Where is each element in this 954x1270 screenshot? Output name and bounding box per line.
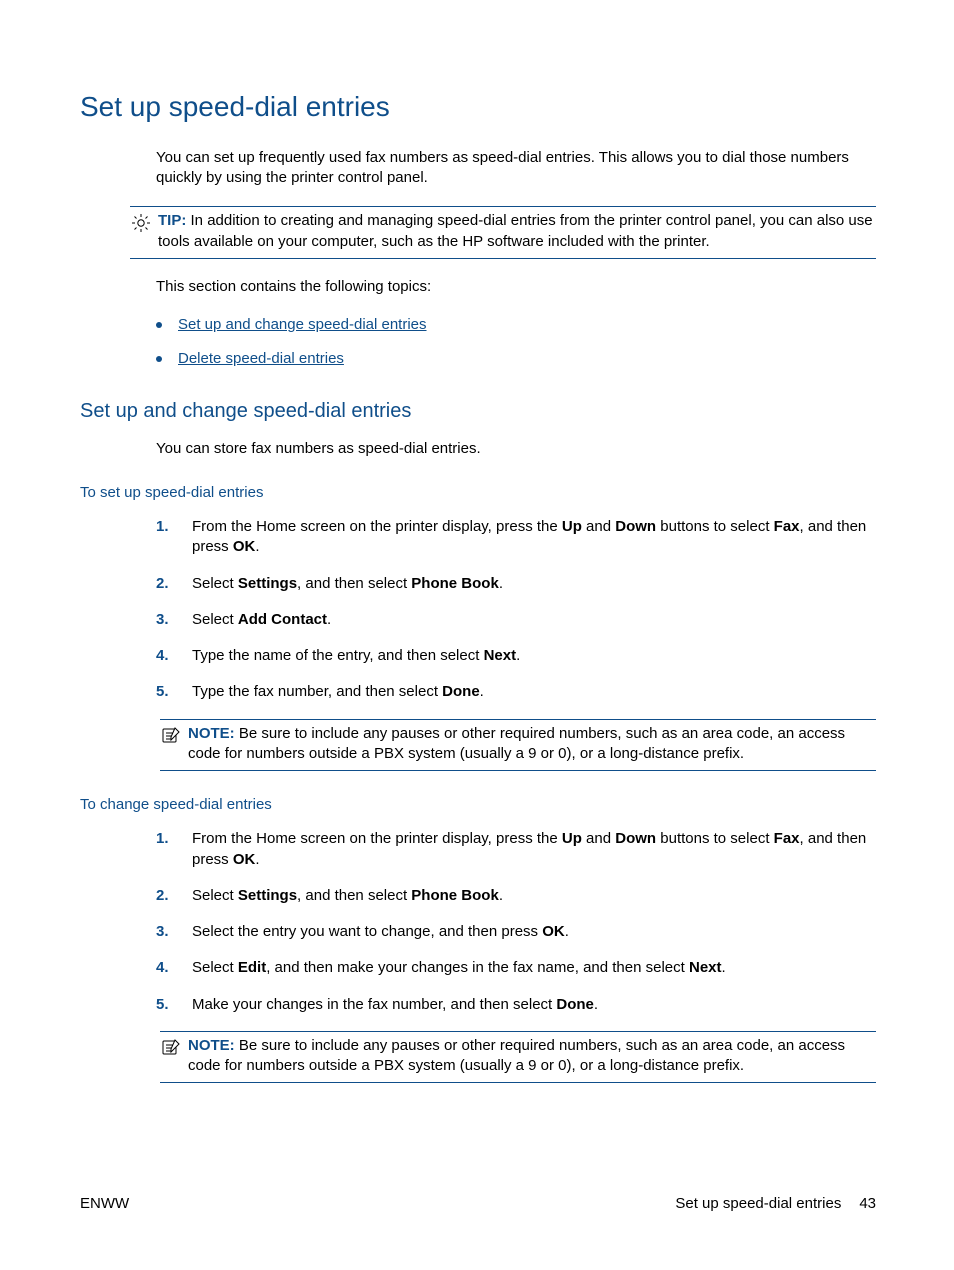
toc-item: Set up and change speed-dial entries <box>156 315 876 335</box>
footer-page-number: 43 <box>859 1194 876 1214</box>
note-callout: NOTE: Be sure to include any pauses or o… <box>160 1031 876 1084</box>
section-intro: You can store fax numbers as speed-dial … <box>156 439 876 459</box>
tip-text: In addition to creating and managing spe… <box>158 212 873 249</box>
step: Select Add Contact. <box>156 610 876 630</box>
note-body: NOTE: Be sure to include any pauses or o… <box>188 1036 876 1077</box>
page-footer: ENWW Set up speed-dial entries 43 <box>80 1194 876 1214</box>
step: Select Settings, and then select Phone B… <box>156 886 876 906</box>
steps-setup: From the Home screen on the printer disp… <box>156 517 876 703</box>
step: Select Settings, and then select Phone B… <box>156 574 876 594</box>
note-text: Be sure to include any pauses or other r… <box>188 725 845 762</box>
note-icon <box>160 724 182 744</box>
note-body: NOTE: Be sure to include any pauses or o… <box>188 724 876 765</box>
bullet-icon <box>156 322 162 328</box>
note-text: Be sure to include any pauses or other r… <box>188 1037 845 1074</box>
tip-callout: TIP: In addition to creating and managin… <box>130 206 876 259</box>
toc-link-delete[interactable]: Delete speed-dial entries <box>178 349 344 369</box>
tip-icon <box>130 211 152 233</box>
step: From the Home screen on the printer disp… <box>156 517 876 558</box>
step: Select the entry you want to change, and… <box>156 922 876 942</box>
procedure-heading-setup: To set up speed-dial entries <box>80 483 876 503</box>
footer-section: Set up speed-dial entries <box>675 1194 841 1214</box>
bullet-icon <box>156 356 162 362</box>
procedure-heading-change: To change speed-dial entries <box>80 795 876 815</box>
page-title: Set up speed-dial entries <box>80 88 876 126</box>
step: Select Edit, and then make your changes … <box>156 958 876 978</box>
steps-change: From the Home screen on the printer disp… <box>156 829 876 1015</box>
toc-link-setup[interactable]: Set up and change speed-dial entries <box>178 315 427 335</box>
toc-intro: This section contains the following topi… <box>156 277 876 297</box>
toc-list: Set up and change speed-dial entries Del… <box>156 315 876 370</box>
step: Make your changes in the fax number, and… <box>156 995 876 1015</box>
tip-body: TIP: In addition to creating and managin… <box>158 211 876 252</box>
tip-label: TIP: <box>158 212 186 229</box>
section-heading: Set up and change speed-dial entries <box>80 398 876 425</box>
note-icon <box>160 1036 182 1056</box>
note-callout: NOTE: Be sure to include any pauses or o… <box>160 719 876 772</box>
footer-left: ENWW <box>80 1194 129 1214</box>
step: From the Home screen on the printer disp… <box>156 829 876 870</box>
step: Type the name of the entry, and then sel… <box>156 646 876 666</box>
intro-paragraph: You can set up frequently used fax numbe… <box>156 148 876 189</box>
step: Type the fax number, and then select Don… <box>156 682 876 702</box>
note-label: NOTE: <box>188 725 235 742</box>
toc-item: Delete speed-dial entries <box>156 349 876 369</box>
note-label: NOTE: <box>188 1037 235 1054</box>
